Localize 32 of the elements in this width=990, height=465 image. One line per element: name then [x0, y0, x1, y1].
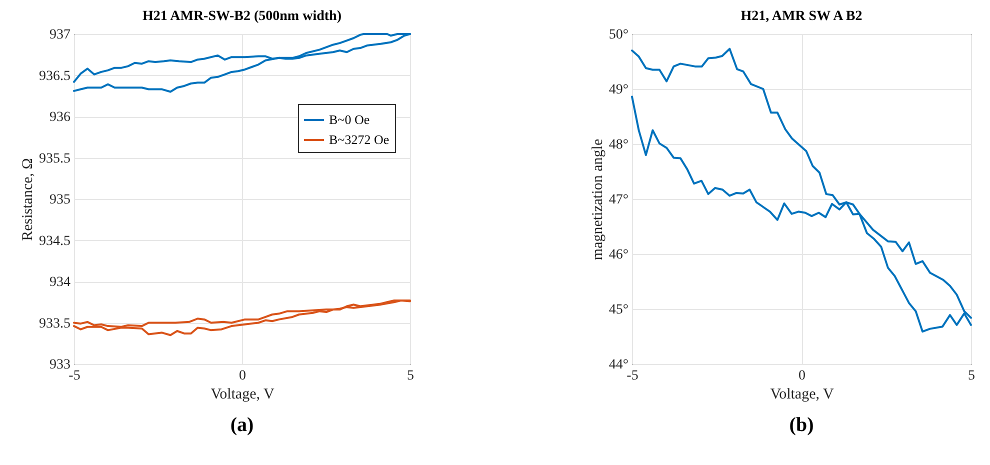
y-tick-label: 45°	[608, 302, 628, 318]
y-tick-label: 933.5	[39, 316, 70, 332]
x-tick-label: 5	[407, 368, 414, 384]
y-tick-label: 46°	[608, 248, 628, 262]
y-tick-label: 937	[50, 28, 70, 42]
legend-label: B~0 Oe	[329, 112, 370, 127]
y-tick-label: 48°	[608, 138, 628, 152]
x-tick-label: -5	[626, 368, 638, 384]
text: (a)	[230, 414, 254, 436]
y-axis-title: magnetization angle	[590, 138, 606, 260]
x-tick-label: 0	[239, 368, 246, 384]
y-tick-label: 49°	[608, 82, 628, 98]
chart-title: H21 AMR-SW-B2 (500nm width)	[142, 9, 342, 24]
y-axis-title: Resistance, Ω	[20, 158, 36, 241]
x-tick-label: 5	[968, 368, 975, 384]
chart-title: H21, AMR SW A B2	[740, 9, 862, 24]
x-tick-label: 0	[798, 368, 806, 384]
legend-label: B~3272 Oe	[329, 132, 390, 147]
y-tick-label: 934	[50, 275, 70, 290]
y-tick-label: 933	[50, 358, 70, 372]
y-tick-label: 936	[50, 110, 70, 125]
y-tick-label: 44°	[608, 358, 628, 372]
x-axis-title: Voltage, V	[210, 386, 274, 402]
text: (b)	[789, 414, 814, 436]
x-axis-title: Voltage, V	[770, 386, 834, 402]
y-tick-label: 935	[50, 192, 70, 208]
y-tick-label: 936.5	[39, 68, 70, 84]
y-tick-label: 50°	[608, 28, 628, 42]
x-tick-label: -5	[68, 368, 80, 384]
y-tick-label: 935.5	[39, 151, 70, 166]
y-tick-label: 47°	[608, 192, 628, 208]
y-tick-label: 934.5	[39, 234, 70, 249]
